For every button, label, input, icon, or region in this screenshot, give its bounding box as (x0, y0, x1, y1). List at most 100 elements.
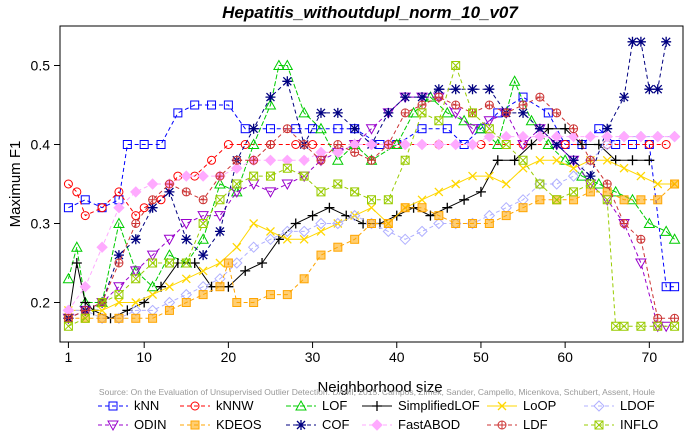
data-point-ldf (164, 179, 174, 189)
data-point-lof (576, 170, 588, 181)
data-point-fastabod (584, 130, 597, 143)
data-point-ldof (281, 225, 294, 238)
data-point-fastabod (416, 138, 428, 151)
data-point-loop (501, 179, 511, 189)
data-point-inflo (282, 163, 292, 173)
data-point-ldf (383, 140, 393, 149)
y-axis: 0.2 0.3 0.4 0.5 (31, 58, 60, 311)
data-point-knnw (223, 140, 233, 149)
x-tick-label: 40 (389, 349, 405, 365)
x-tick-label: 30 (305, 349, 321, 365)
data-point-kdeos (585, 187, 595, 197)
legend-marker (296, 420, 306, 430)
data-point-knnw (207, 155, 217, 165)
data-point-kdeos (670, 179, 680, 189)
data-point-simplifiedlof (459, 194, 470, 205)
data-point-kdeos (282, 290, 292, 300)
data-point-inflo (215, 195, 225, 205)
data-point-fastabod (96, 241, 108, 253)
data-point-lof (214, 177, 226, 189)
data-point-fastabod (652, 130, 664, 143)
data-point-fastabod (298, 154, 310, 167)
data-point-loop (535, 155, 545, 165)
data-point-fastabod (264, 154, 277, 167)
data-point-odin (146, 250, 159, 262)
plot-area (62, 36, 681, 333)
data-point-inflo (232, 179, 242, 189)
data-point-knn (173, 108, 183, 118)
data-point-inflo (535, 179, 545, 189)
data-point-loop (417, 195, 427, 205)
data-point-inflo (653, 321, 663, 331)
data-point-cof (661, 36, 672, 47)
data-point-kdeos (518, 203, 528, 213)
data-point-odin (197, 211, 209, 222)
x-tick-label: 60 (557, 349, 573, 365)
data-point-cof (113, 250, 124, 261)
data-point-cof (518, 107, 529, 118)
data-point-kdeos (434, 211, 444, 221)
data-point-inflo (350, 187, 360, 197)
legend-label: SimplifiedLOF (398, 398, 480, 413)
legend-item-odin: ODIN (98, 417, 167, 432)
data-point-kdeos (383, 219, 393, 228)
data-point-kdeos (198, 290, 208, 300)
data-point-simplifiedlof (543, 123, 554, 134)
data-point-inflo (619, 321, 629, 331)
data-point-simplifiedlof (576, 139, 587, 150)
data-point-loop (619, 163, 629, 173)
data-point-ldf (451, 100, 461, 110)
chart-title: Hepatitis_withoutdupl_norm_10_v07 (222, 3, 519, 22)
legend-label: LOF (322, 398, 347, 413)
data-point-knn (139, 140, 149, 149)
data-point-knnw (114, 187, 124, 197)
data-point-loop (299, 234, 309, 244)
data-point-lof (441, 106, 454, 118)
data-point-knn (223, 100, 233, 110)
data-point-loop (518, 163, 528, 173)
data-point-cof (349, 123, 360, 134)
data-point-ldf (299, 140, 309, 149)
data-point-cof (130, 234, 141, 245)
legend-label: LDF (523, 417, 548, 432)
data-point-inflo (518, 155, 528, 165)
data-point-ldof (315, 217, 327, 230)
legend-item-knn: kNN (98, 398, 159, 413)
data-point-ldf (602, 179, 612, 189)
data-point-ldf (535, 92, 545, 102)
data-point-cof (181, 234, 192, 245)
legend-marker (497, 420, 507, 430)
data-point-loop (181, 274, 191, 284)
data-point-ldf (518, 100, 528, 110)
data-point-kdeos (131, 313, 141, 323)
data-point-simplifiedlof (189, 258, 200, 268)
data-point-inflo (333, 179, 343, 189)
data-point-simplifiedlof (509, 155, 520, 166)
data-point-lof (643, 217, 656, 228)
data-point-lof (197, 233, 209, 244)
legend-label: COF (322, 417, 350, 432)
legend-marker (594, 420, 604, 430)
data-point-knnw (97, 203, 107, 213)
data-point-knn (63, 203, 73, 213)
legend-item-inflo: INFLO (584, 417, 658, 432)
data-point-kdeos (148, 313, 158, 323)
data-point-cof (248, 123, 259, 134)
data-point-fastabod (551, 130, 563, 143)
data-point-simplifiedlof (156, 281, 167, 292)
data-point-ldf (265, 140, 275, 149)
data-point-ldf (114, 258, 124, 268)
data-point-loop (232, 242, 242, 252)
data-point-cof (467, 84, 478, 95)
y-tick-label: 0.4 (31, 137, 51, 153)
data-point-fastabod (130, 186, 142, 198)
data-point-loop (131, 298, 141, 307)
data-point-inflo (552, 195, 562, 205)
data-point-cof (652, 84, 663, 95)
data-point-loop (468, 171, 477, 181)
data-point-cof (265, 92, 276, 103)
data-point-kdeos (249, 298, 259, 307)
data-point-knn (156, 140, 166, 149)
data-point-simplifiedlof (627, 155, 638, 166)
